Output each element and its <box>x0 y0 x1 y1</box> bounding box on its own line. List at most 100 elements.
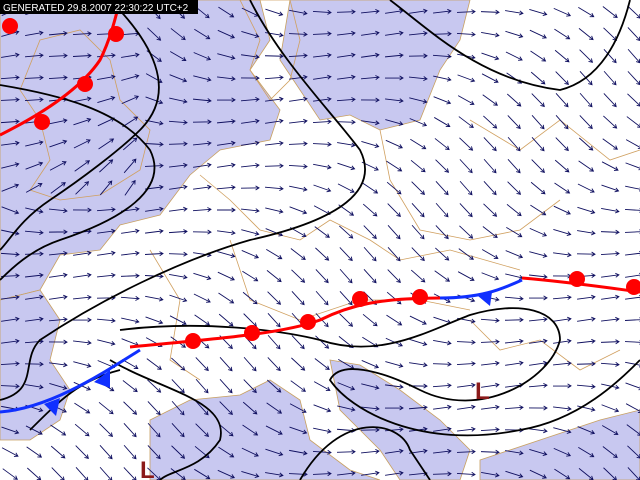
wind-arrow <box>627 48 640 64</box>
wind-arrow <box>50 445 66 459</box>
wind-arrow <box>603 49 617 64</box>
wind-arrow <box>75 445 89 460</box>
wind-arrow <box>144 141 164 147</box>
wind-arrow <box>481 31 500 38</box>
wind-arrow <box>265 8 284 17</box>
wind-arrow <box>361 30 380 36</box>
wind-arrow <box>147 445 161 460</box>
wind-arrow <box>601 207 620 214</box>
wind-arrow <box>99 445 113 460</box>
wind-arrow <box>554 49 570 63</box>
wind-arrow <box>241 208 260 214</box>
wind-arrow <box>48 30 68 36</box>
wind-arrow <box>74 160 91 172</box>
wind-arrow <box>288 53 308 59</box>
wind-arrow <box>385 448 404 454</box>
adriatic <box>329 359 471 480</box>
wind-arrow <box>601 383 620 390</box>
wind-arrow <box>25 425 43 435</box>
wind-arrow <box>552 383 572 389</box>
front-triangles <box>44 292 492 416</box>
wind-arrow <box>602 138 618 150</box>
wind-arrow <box>193 293 211 303</box>
wind-arrow <box>457 271 475 281</box>
wind-arrow <box>435 181 449 196</box>
wind-arrow <box>291 269 306 283</box>
wind-arrow <box>361 120 380 126</box>
wind-arrow <box>459 137 474 151</box>
wind-arrow <box>25 207 44 214</box>
wind-arrow <box>72 53 92 59</box>
wind-arrow <box>480 449 500 455</box>
cold-front <box>0 348 141 414</box>
wind-arrow <box>360 427 380 433</box>
wind-arrow <box>433 75 452 82</box>
wind-arrow <box>480 427 500 433</box>
wind-arrow <box>505 250 524 259</box>
wind-arrow <box>553 338 572 344</box>
wind-arrow <box>288 163 308 169</box>
wind-arrow <box>266 402 283 414</box>
wind-arrow <box>337 470 356 476</box>
wind-arrow <box>411 247 425 262</box>
wind-arrow <box>600 229 620 235</box>
wind-arrow <box>432 361 452 367</box>
wind-arrow <box>506 93 522 107</box>
wind-arrow <box>217 162 236 168</box>
wind-arrow <box>530 50 547 62</box>
wind-arrow <box>482 226 498 239</box>
wind-arrow <box>123 467 137 480</box>
wind-arrow <box>626 424 640 436</box>
wind-arrow <box>362 203 378 217</box>
wind-arrow <box>409 362 428 368</box>
wind-arrow <box>218 292 235 304</box>
wind-arrow <box>169 162 188 168</box>
wind-arrow <box>507 115 521 130</box>
wind-arrow <box>409 97 428 104</box>
wind-arrow <box>49 139 68 148</box>
wind-arrow <box>385 470 404 476</box>
wind-arrow <box>289 96 308 102</box>
wind-arrow <box>243 379 257 394</box>
wind-arrow <box>434 138 450 151</box>
wind-arrow <box>600 361 620 367</box>
wind-arrow <box>625 250 640 256</box>
wind-arrow <box>25 183 43 193</box>
wind-arrow <box>241 471 260 478</box>
wind-arrow <box>25 140 44 147</box>
wind-arrow <box>50 424 67 436</box>
wind-arrow <box>194 28 211 40</box>
wind-arrow <box>72 317 92 323</box>
wind-arrow <box>49 383 68 390</box>
wind-arrow <box>313 96 332 102</box>
wind-arrow <box>529 227 548 237</box>
wind-arrow <box>433 404 452 410</box>
wind-arrow <box>458 116 474 128</box>
wind-arrow <box>48 53 68 59</box>
wind-arrow <box>265 448 284 457</box>
wind-arrow <box>145 228 164 234</box>
wind-arrow <box>123 423 137 438</box>
wind-arrow <box>267 313 281 328</box>
wind-arrow <box>0 251 20 257</box>
wind-arrow <box>48 75 68 81</box>
wind-arrow <box>289 206 308 215</box>
wind-arrow <box>577 426 596 435</box>
wind-arrow <box>577 183 595 193</box>
wind-arrow <box>337 405 356 412</box>
wind-arrow <box>266 248 283 260</box>
wind-arrow <box>530 204 547 216</box>
wind-arrow <box>339 247 353 262</box>
wind-arrow <box>147 379 162 393</box>
wind-arrow <box>0 361 20 367</box>
wind-arrow <box>312 9 332 15</box>
wind-arrow <box>169 315 187 325</box>
wind-arrow <box>555 137 569 152</box>
wind-arrow <box>98 401 114 415</box>
wind-arrow <box>363 225 377 240</box>
wind-arrow <box>384 53 404 58</box>
wind-arrow <box>386 181 402 195</box>
wind-arrow <box>481 360 500 366</box>
wind-arrow <box>555 114 569 130</box>
